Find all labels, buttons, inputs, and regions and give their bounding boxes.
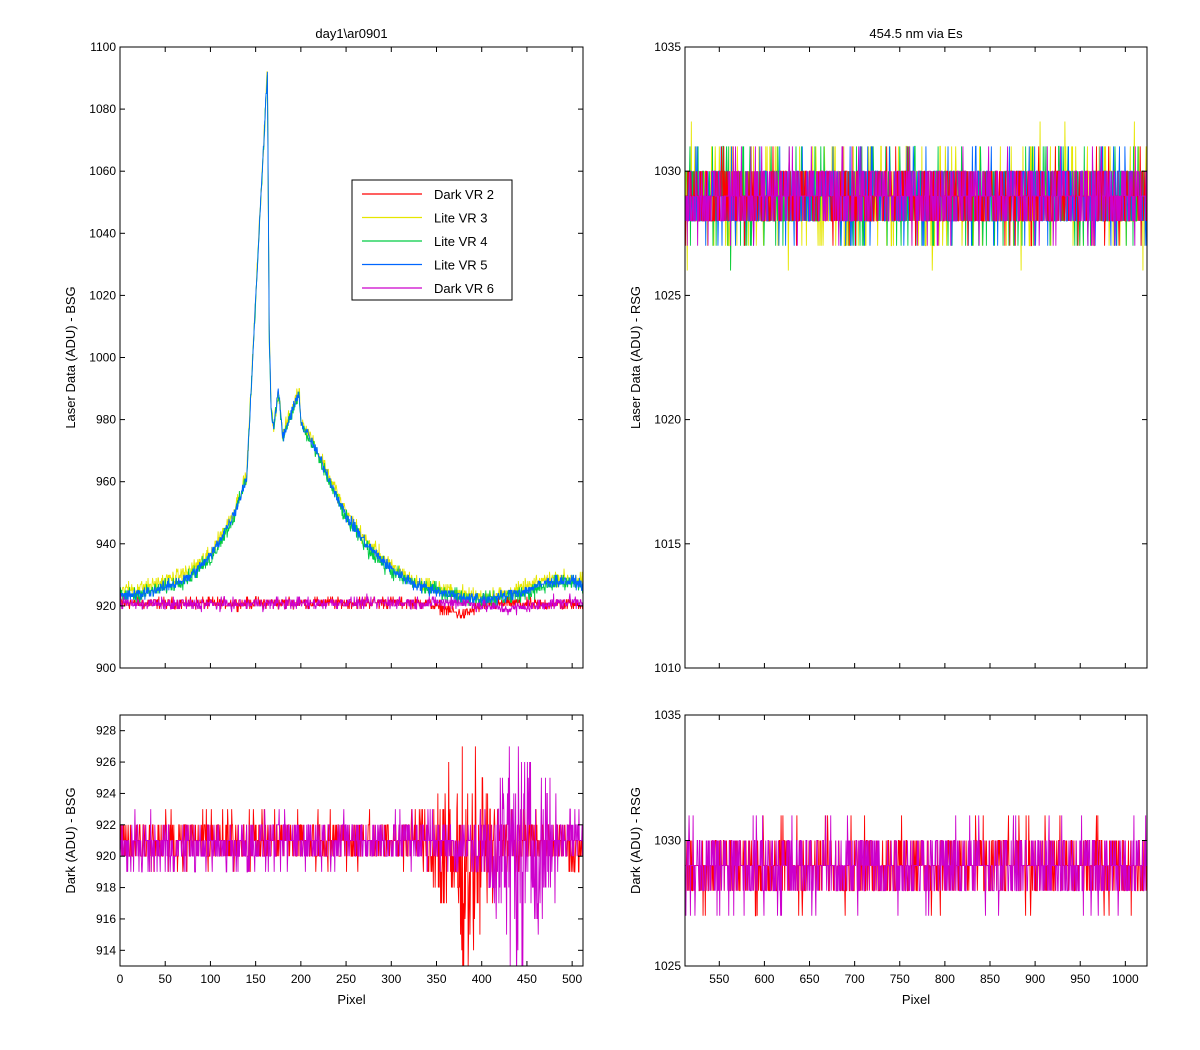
x-tick-label: 450 [517, 972, 537, 986]
y-tick-label: 1100 [90, 40, 116, 54]
x-tick-label: 100 [200, 972, 220, 986]
y-tick-label: 1025 [654, 959, 681, 973]
y-tick-label: 928 [96, 724, 116, 738]
x-tick-label: 800 [935, 972, 955, 986]
y-tick-label: 900 [96, 661, 116, 675]
y-tick-label: 940 [96, 537, 116, 551]
y-axis-label: Dark (ADU) - RSG [628, 787, 643, 894]
x-tick-label: 850 [980, 972, 1000, 986]
y-tick-label: 1060 [89, 164, 116, 178]
series-line-1 [685, 815, 1147, 916]
y-tick-label: 1015 [654, 537, 681, 551]
x-tick-label: 200 [291, 972, 311, 986]
legend-entry: Lite VR 5 [434, 258, 487, 273]
chart-title: day1\ar0901 [315, 26, 387, 41]
x-tick-label: 600 [754, 972, 774, 986]
y-tick-label: 1030 [654, 834, 681, 848]
y-tick-label: 920 [96, 599, 116, 613]
x-tick-label: 950 [1070, 972, 1090, 986]
legend-entry: Dark VR 2 [434, 187, 494, 202]
x-tick-label: 400 [472, 972, 492, 986]
chart-title: 454.5 nm via Es [869, 26, 963, 41]
legend: Dark VR 2 Lite VR 3 Lite VR 4 Lite VR 5 Dark… [351, 179, 513, 301]
y-tick-label: 1035 [654, 708, 681, 722]
panel-bottom-left: 914 916 918 920 922 924 926 928 0 50 100 150 200 250 3… [63, 714, 584, 1007]
series-group [120, 746, 583, 966]
legend-entry: Lite VR 3 [434, 211, 487, 226]
x-tick-label: 150 [246, 972, 266, 986]
y-tick-label: 1040 [89, 226, 116, 240]
y-tick-label: 924 [96, 786, 116, 800]
y-tick-label: 960 [96, 475, 116, 489]
panel-bottom-right: 1025 1030 1035 550 600 650 700 750 800 850 900 950 1… [628, 708, 1148, 1007]
y-tick-label: 916 [96, 912, 116, 926]
y-tick-label: 914 [96, 943, 116, 957]
y-tick-label: 1035 [654, 40, 681, 54]
y-tick-label: 1010 [654, 661, 681, 675]
panel-top-left: 900 920 940 960 980 1000 1020 1040 1060 1080 1100 d… [63, 26, 584, 675]
y-tick-label: 926 [96, 755, 116, 769]
y-tick-label: 1030 [654, 164, 681, 178]
axes-box [684, 46, 1148, 669]
y-tick-label: 918 [96, 881, 116, 895]
axes-box [119, 714, 584, 967]
y-tick-label: 922 [96, 818, 116, 832]
x-axis-label: Pixel [337, 992, 365, 1007]
y-axis-label: Laser Data (ADU) - BSG [63, 286, 78, 428]
series-line-1 [120, 746, 583, 966]
x-tick-label: 250 [336, 972, 356, 986]
x-tick-label: 650 [800, 972, 820, 986]
y-tick-label: 1020 [654, 413, 681, 427]
x-tick-label: 300 [381, 972, 401, 986]
y-axis-label: Laser Data (ADU) - RSG [628, 286, 643, 429]
legend-entry: Lite VR 4 [434, 234, 487, 249]
y-tick-label: 980 [96, 413, 116, 427]
x-tick-label: 900 [1025, 972, 1045, 986]
x-tick-label: 750 [890, 972, 910, 986]
x-tick-label: 550 [709, 972, 729, 986]
legend-entry: Dark VR 6 [434, 281, 494, 296]
x-tick-label: 50 [159, 972, 173, 986]
y-tick-label: 920 [96, 849, 116, 863]
y-axis-label: Dark (ADU) - BSG [63, 787, 78, 893]
series-line-3 [120, 71, 583, 606]
series-line-4 [685, 146, 1147, 246]
y-tick-label: 1020 [89, 288, 116, 302]
y-tick-label: 1025 [654, 288, 681, 302]
x-tick-label: 500 [562, 972, 582, 986]
series-group [685, 815, 1147, 917]
y-tick-label: 1000 [89, 351, 116, 365]
y-tick-label: 1080 [89, 102, 116, 116]
x-tick-label: 350 [426, 972, 446, 986]
series-group [685, 121, 1147, 271]
x-tick-label: 0 [117, 972, 124, 986]
x-axis-label: Pixel [902, 992, 930, 1007]
series-group [120, 71, 583, 619]
series-line-4 [120, 593, 583, 616]
x-tick-label: 700 [845, 972, 865, 986]
panel-top-right: 1010 1015 1020 1025 1030 1035 454.5 nm via Es L… [628, 26, 1148, 675]
x-tick-label: 1000 [1112, 972, 1139, 986]
